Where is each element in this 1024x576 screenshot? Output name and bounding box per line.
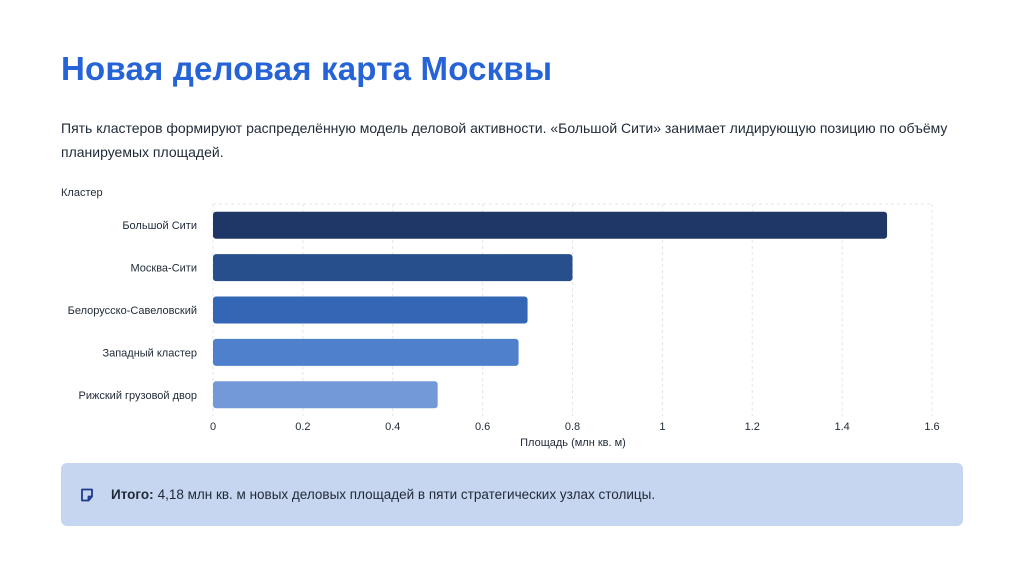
note-icon [79, 487, 95, 503]
y-axis-title: Кластер [61, 187, 103, 199]
bar [213, 254, 573, 282]
summary-label: Итого: [111, 487, 154, 502]
x-tick-label: 0 [210, 421, 216, 433]
summary-body: 4,18 млн кв. м новых деловых площадей в … [157, 487, 656, 502]
x-tick-label: 1 [659, 421, 665, 433]
bar [213, 296, 528, 324]
page-title: Новая деловая карта Москвы [61, 50, 553, 87]
page-subtitle: Пять кластеров формируют распределённую … [61, 120, 948, 160]
category-label: Москва-Сити [131, 263, 198, 275]
x-tick-label: 1.4 [834, 421, 849, 433]
bar-chart: Кластер 0 0.2 0.4 0.6 0.8 1 1.2 1.4 1.6 Большой С… [61, 187, 940, 449]
x-tick-label: 0.2 [295, 421, 310, 433]
bar [213, 211, 888, 239]
x-tick-label: 1.6 [924, 421, 939, 433]
x-tick-label: 0.4 [385, 421, 400, 433]
bar [213, 338, 519, 366]
category-label: Белорусско-Савеловский [68, 305, 197, 317]
category-label: Рижский грузовой двор [79, 390, 197, 402]
summary-callout: Итого: 4,18 млн кв. м новых деловых площа… [61, 463, 963, 526]
x-tick-label: 1.2 [745, 421, 760, 433]
x-axis-title: Площадь (млн кв. м) [520, 437, 626, 449]
category-label: Западный кластер [102, 347, 197, 359]
bar [213, 381, 438, 409]
x-tick-label: 0.6 [475, 421, 490, 433]
category-label: Большой Сити [122, 220, 197, 232]
summary-text: Итого: 4,18 млн кв. м новых деловых площа… [111, 487, 655, 502]
x-tick-label: 0.8 [565, 421, 580, 433]
